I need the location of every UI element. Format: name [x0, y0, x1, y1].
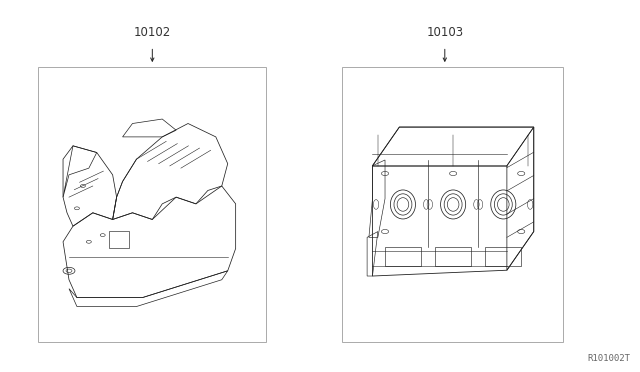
Text: R101002T: R101002T	[588, 354, 630, 363]
Bar	[38, 67, 266, 342]
Text: 10102: 10102	[134, 26, 171, 39]
Text: 10103: 10103	[426, 26, 463, 39]
Bar	[342, 67, 563, 342]
